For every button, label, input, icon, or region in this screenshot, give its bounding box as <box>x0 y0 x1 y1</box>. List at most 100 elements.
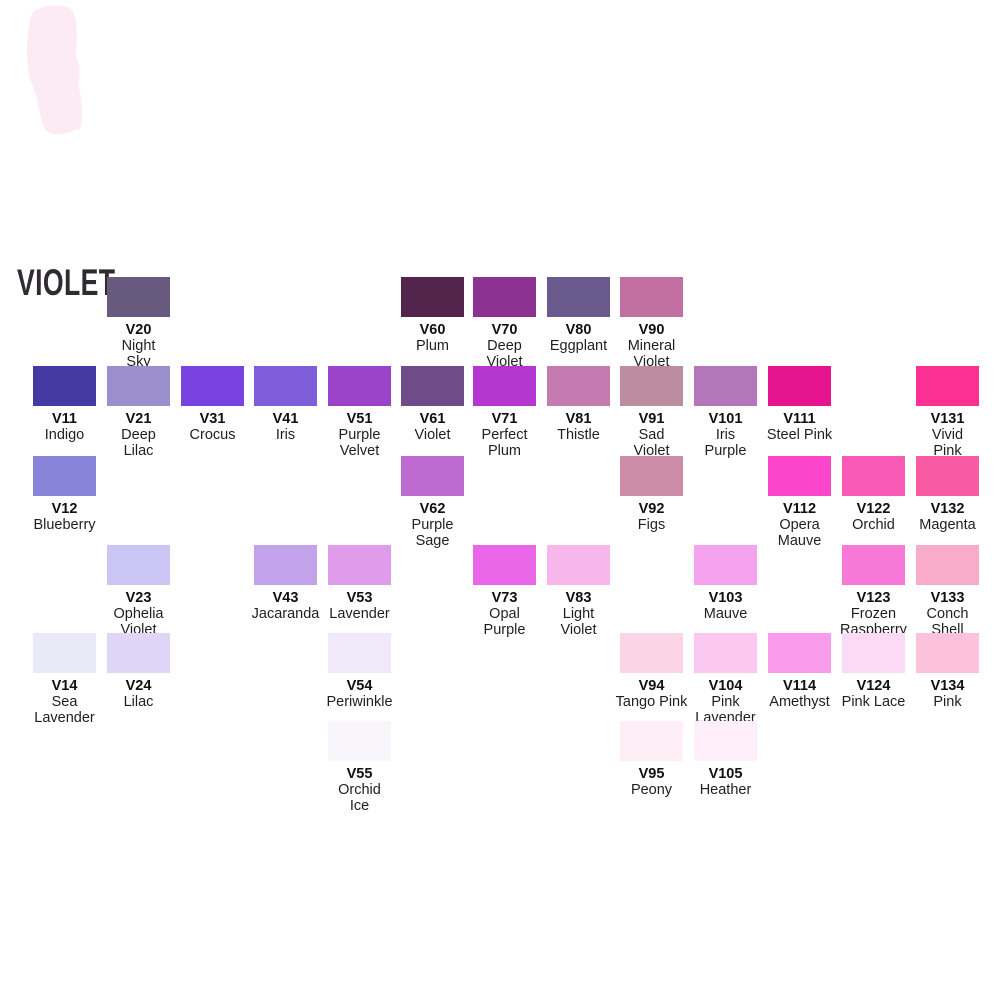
swatch-name: Iris <box>275 427 296 443</box>
swatch-cell: V131 Vivid Pink <box>916 366 979 459</box>
swatch-code: V54 <box>346 678 373 694</box>
color-swatch <box>547 277 610 317</box>
color-swatch <box>401 277 464 317</box>
swatch-cell: V80 Eggplant <box>547 277 610 354</box>
color-swatch <box>473 277 536 317</box>
swatch-code: V24 <box>125 678 152 694</box>
swatch-cell: V92 Figs <box>620 456 683 533</box>
swatch-label: V43 Jacaranda <box>236 590 336 622</box>
color-swatch <box>620 633 683 673</box>
swatch-name: Crocus <box>189 427 236 443</box>
color-swatch <box>620 366 683 406</box>
swatch-label: V124 Pink Lace <box>824 678 924 710</box>
color-swatch <box>916 456 979 496</box>
color-swatch <box>694 545 757 585</box>
color-swatch <box>620 456 683 496</box>
swatch-code: V95 <box>638 766 665 782</box>
swatch-label: V101 Iris Purple <box>676 411 776 459</box>
swatch-cell: V95 Peony <box>620 721 683 798</box>
swatch-label: V23 Ophelia Violet <box>89 590 189 638</box>
swatch-label: V134 Pink <box>898 678 998 710</box>
swatch-code: V114 <box>782 678 817 694</box>
swatch-name: Plum <box>415 338 450 354</box>
swatch-cell: V105 Heather <box>694 721 757 798</box>
color-swatch <box>768 456 831 496</box>
swatch-code: V12 <box>51 501 78 517</box>
swatch-name: Light Violet <box>560 606 597 638</box>
color-swatch <box>328 721 391 761</box>
swatch-cell: V54 Periwinkle <box>326 633 393 710</box>
swatch-cell: V123 Frozen Raspberry <box>840 545 907 638</box>
swatch-cell: V12 Blueberry <box>33 456 96 533</box>
swatch-label: V20 Night Sky <box>89 322 189 370</box>
swatch-cell: V21 Deep Lilac <box>107 366 170 459</box>
swatch-label: V90 Mineral Violet <box>602 322 702 370</box>
color-swatch <box>694 721 757 761</box>
swatch-code: V124 <box>856 678 891 694</box>
swatch-name: Lavender <box>329 606 390 622</box>
color-swatch <box>401 366 464 406</box>
swatch-label: V12 Blueberry <box>15 501 115 533</box>
swatch-label: V105 Heather <box>676 766 776 798</box>
swatch-cell: V83 Light Violet <box>547 545 610 638</box>
swatch-name: Orchid Ice <box>338 782 381 814</box>
swatch-code: V91 <box>638 411 665 427</box>
color-swatch <box>107 545 170 585</box>
swatch-cell: V73 Opal Purple <box>473 545 536 638</box>
swatch-cell: V62 Purple Sage <box>401 456 464 549</box>
swatch-cell: V103 Mauve <box>694 545 757 622</box>
swatch-name: Vivid Pink <box>931 427 964 459</box>
swatch-name: Iris Purple <box>704 427 747 459</box>
swatch-cell: V133 Conch Shell <box>916 545 979 638</box>
swatch-name: Mauve <box>703 606 748 622</box>
swatch-cell: V104 Pink Lavender <box>694 633 757 726</box>
color-swatch <box>694 366 757 406</box>
swatch-label: V91 Sad Violet <box>602 411 702 459</box>
color-swatch <box>620 721 683 761</box>
swatch-code: V131 <box>930 411 965 427</box>
swatch-code: V80 <box>565 322 592 338</box>
swatch-code: V23 <box>125 590 152 606</box>
color-swatch <box>916 633 979 673</box>
swatch-name: Periwinkle <box>326 694 393 710</box>
swatch-code: V71 <box>491 411 518 427</box>
swatch-code: V14 <box>51 678 78 694</box>
swatch-label: V132 Magenta <box>898 501 998 533</box>
swatch-cell: V55 Orchid Ice <box>328 721 391 814</box>
swatch-code: V92 <box>638 501 665 517</box>
swatch-cell: V61 Violet <box>401 366 464 443</box>
swatch-label: V14 Sea Lavender <box>15 678 115 726</box>
swatch-code: V61 <box>419 411 446 427</box>
swatch-cell: V31 Crocus <box>181 366 244 443</box>
swatch-name: Purple Sage <box>411 517 454 549</box>
swatch-cell: V24 Lilac <box>107 633 170 710</box>
swatch-cell: V114 Amethyst <box>768 633 831 710</box>
swatch-code: V132 <box>930 501 965 517</box>
swatch-code: V11 <box>52 411 77 427</box>
swatch-code: V94 <box>638 678 665 694</box>
swatch-code: V122 <box>856 501 891 517</box>
swatch-label: V95 Peony <box>602 766 702 798</box>
color-swatch <box>328 366 391 406</box>
swatch-label: V133 Conch Shell <box>898 590 998 638</box>
swatch-name: Steel Pink <box>766 427 833 443</box>
swatch-code: V20 <box>125 322 152 338</box>
color-swatch <box>768 366 831 406</box>
swatch-cell: V81 Thistle <box>547 366 610 443</box>
swatch-cell: V71 Perfect Plum <box>473 366 536 459</box>
swatch-code: V90 <box>638 322 665 338</box>
color-swatch <box>328 633 391 673</box>
swatch-cell: V122 Orchid <box>842 456 905 533</box>
color-swatch <box>842 545 905 585</box>
color-swatch <box>620 277 683 317</box>
color-swatch <box>842 633 905 673</box>
swatch-label: V60 Plum <box>383 322 483 354</box>
color-swatch <box>401 456 464 496</box>
swatch-code: V21 <box>125 411 152 427</box>
color-swatch <box>842 456 905 496</box>
swatch-code: V111 <box>783 411 816 427</box>
swatch-label: V61 Violet <box>383 411 483 443</box>
swatch-code: V105 <box>708 766 743 782</box>
swatch-code: V55 <box>346 766 373 782</box>
